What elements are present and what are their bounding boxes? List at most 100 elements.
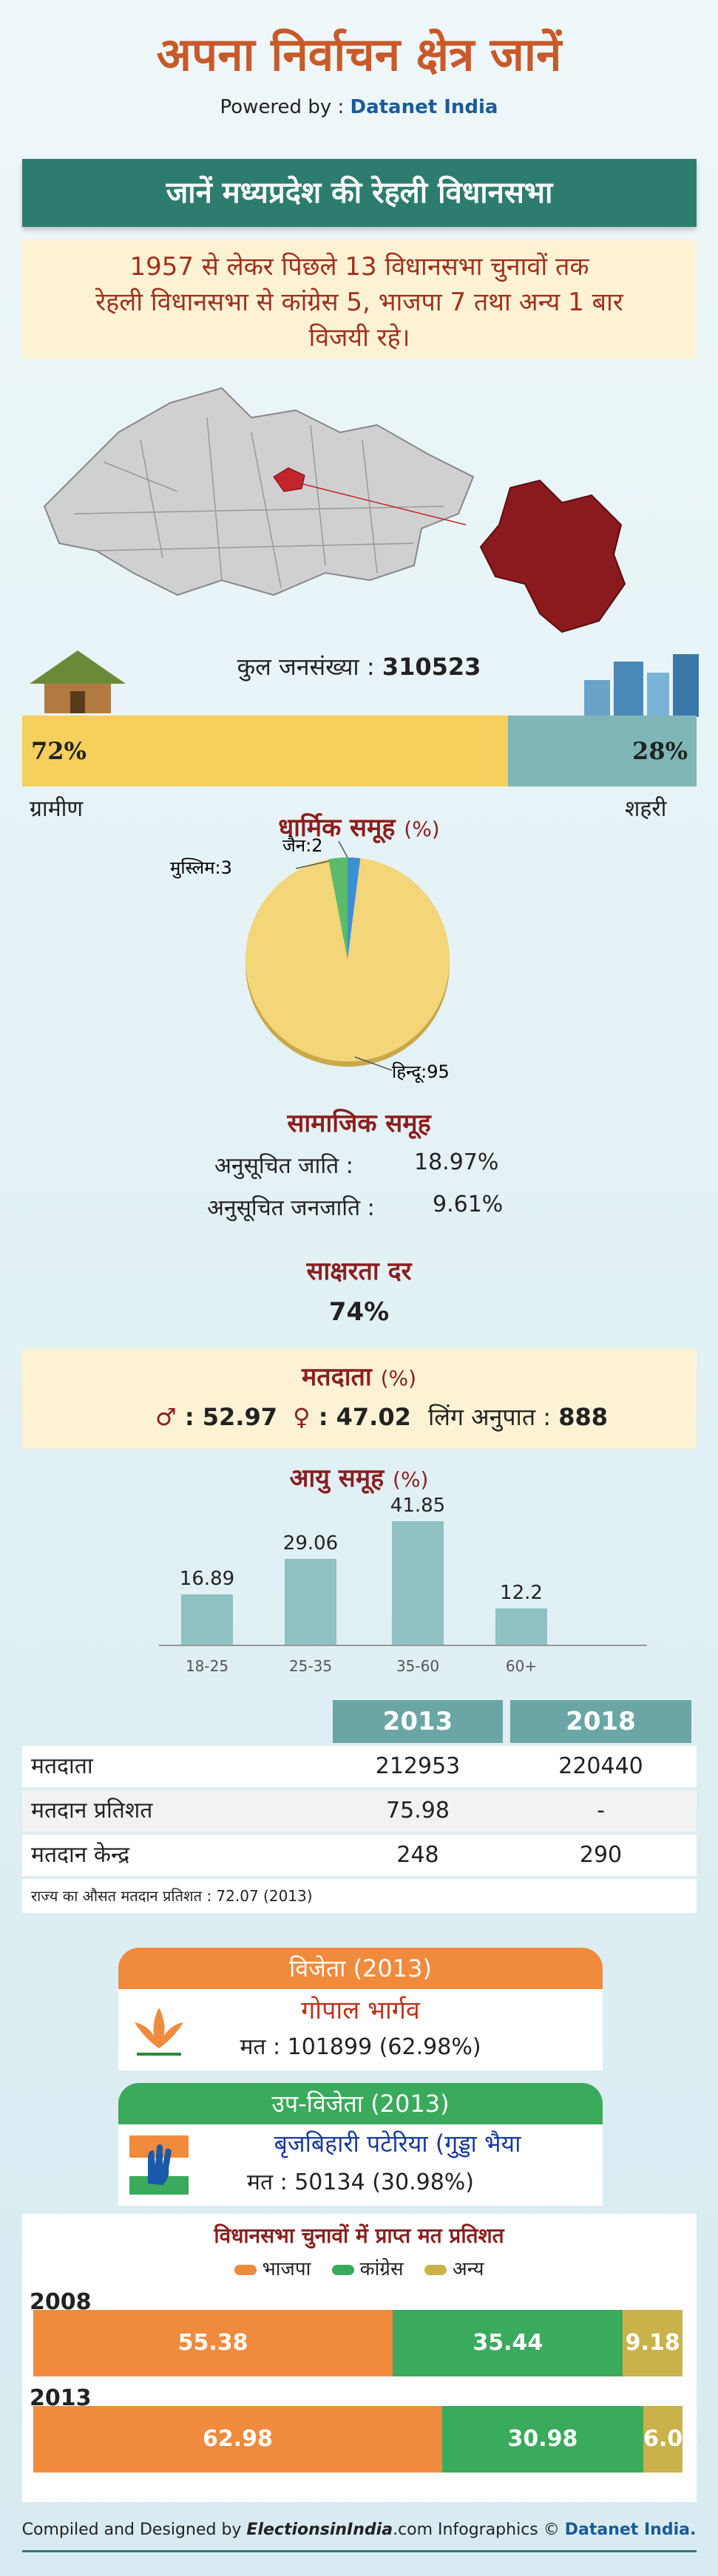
age-tick-18-25: 18-25 — [185, 1657, 229, 1675]
pie-label-hindu: हिन्दू:95 — [392, 1061, 450, 1084]
sex-ratio-value: 888 — [558, 1403, 609, 1431]
table-row: मतदान प्रतिशत 75.98 - — [22, 1790, 697, 1832]
age-tick-25-35: 25-35 — [288, 1657, 333, 1675]
segment-bjp-2013: 62.98 — [33, 2406, 442, 2473]
pie-label-jain: जैन:2 — [282, 835, 322, 856]
legend-swatch-bjp — [234, 2264, 257, 2275]
segment-inc-2013: 30.98 — [441, 2406, 643, 2473]
age-bar-35-60 — [392, 1520, 444, 1645]
urban-pct: 28% — [632, 737, 688, 765]
runner-year: (2013) — [370, 2090, 450, 2118]
runner-votes: मत : 50134 (30.98%) — [247, 2169, 474, 2195]
sex-ratio-label: लिंग अनुपात : — [428, 1403, 559, 1431]
religion-unit: (%) — [404, 817, 440, 841]
table-cell: 75.98 — [386, 1798, 450, 1824]
legend-swatch-inc — [331, 2264, 354, 2275]
footer-brand: Datanet India. — [564, 2521, 697, 2539]
powered-prefix: Powered by : — [220, 96, 350, 118]
age-bar-18-25 — [181, 1594, 233, 1645]
segment-bjp-2008: 55.38 — [33, 2310, 393, 2376]
rehli-map — [479, 479, 626, 633]
footer-site: ElectionsinIndia — [246, 2521, 393, 2539]
powered-by: Powered by : Datanet India — [0, 96, 718, 118]
st-value: 9.61% — [433, 1192, 504, 1217]
age-axis — [159, 1645, 647, 1646]
table-cell: 212953 — [375, 1753, 461, 1779]
population-line: कुल जनसंख्या : 310523 — [0, 650, 718, 682]
summary-line-1: 1957 से लेकर पिछले 13 विधानसभा चुनावों त… — [129, 252, 589, 282]
table-row: मतदान केन्द्र 248 290 — [22, 1835, 697, 1876]
table-row-label: मतदाता — [31, 1753, 93, 1779]
age-title-text: आयु समूह — [289, 1464, 385, 1493]
age-unit: (%) — [393, 1467, 429, 1492]
runner-header: उप-विजेता (2013) — [118, 2083, 603, 2124]
voters-row: ♂ : 52.97 ♀ : 47.02 लिंग अनुपात : 888 — [155, 1401, 608, 1433]
page-title: अपना निर्वाचन क्षेत्र जानें — [156, 27, 562, 81]
footer-dotcom: .com — [393, 2521, 433, 2539]
rural-bar: 72% — [22, 716, 508, 786]
winner-votes: मत : 101899 (62.98%) — [240, 2034, 481, 2060]
religion-pie-chart: जैन:2 मुस्लिम:3 हिन्दू:95 — [170, 835, 450, 1084]
table-row: मतदाता 212953 220440 — [22, 1746, 697, 1787]
male-pct: : 52.97 — [184, 1403, 277, 1431]
pie-label-muslim: मुस्लिम:3 — [170, 857, 232, 879]
age-title: आयु समूह (%) — [0, 1460, 718, 1494]
pie-slice-muslim — [328, 857, 348, 959]
rural-pct: 72% — [31, 737, 87, 765]
literacy-value: 74% — [328, 1297, 390, 1327]
bjp-lotus-icon — [135, 2008, 183, 2056]
table-cell: 290 — [579, 1842, 623, 1868]
table-header-2018: 2018 — [510, 1700, 691, 1743]
voters-title: मतदाता (%) — [0, 1359, 718, 1393]
age-value-60plus: 12.2 — [500, 1582, 543, 1605]
powered-brand: Datanet India — [350, 96, 498, 118]
female-icon: ♀ — [293, 1403, 311, 1431]
segment-other-2008: 9.18 — [623, 2310, 683, 2376]
footer-rule — [22, 2550, 697, 2552]
result-bar-2008: 55.38 35.44 9.18 — [33, 2310, 683, 2376]
legend-swatch-other — [424, 2264, 447, 2275]
table-header-2013: 2013 — [333, 1700, 503, 1743]
constituency-banner: जानें मध्यप्रदेश की रेहली विधानसभा — [22, 159, 697, 227]
table-cell: 248 — [396, 1842, 439, 1868]
social-title: सामाजिक समूह — [287, 1109, 431, 1138]
summary-box: 1957 से लेकर पिछले 13 विधानसभा चुनावों त… — [22, 240, 697, 358]
voting-table: 2013 2018 मतदाता 212953 220440 मतदान प्र… — [22, 1700, 697, 1922]
urban-bar: 28% — [507, 716, 697, 786]
table-cell: - — [597, 1798, 605, 1824]
winner-name: गोपाल भार्गव — [301, 1996, 420, 2025]
footer-compiled: Compiled and Designed by — [21, 2521, 247, 2539]
summary-line-3: विजयी रहे। — [308, 323, 410, 353]
st-label: अनुसूचित जनजाति : — [207, 1195, 375, 1221]
population-value: 310523 — [382, 653, 481, 681]
table-footnote: राज्य का औसत मतदान प्रतिशत : 72.07 (2013… — [22, 1879, 697, 1913]
literacy-title: साक्षरता दर — [306, 1257, 412, 1286]
mp-state-map — [43, 387, 475, 597]
footer: Compiled and Designed by ElectionsinIndi… — [0, 2521, 718, 2539]
voters-box — [22, 1349, 697, 1449]
population-label: कुल जनसंख्या : — [237, 653, 382, 681]
legend-bjp: भाजपा — [262, 2258, 311, 2280]
age-tick-35-60: 35-60 — [396, 1657, 440, 1675]
legend-other: अन्य — [452, 2258, 484, 2280]
age-value-25-35: 29.06 — [282, 1532, 339, 1554]
voters-unit: (%) — [380, 1366, 417, 1390]
summary-line-2: रेहली विधानसभा से कांग्रेस 5, भाजपा 7 तथ… — [95, 288, 623, 317]
table-row-label: मतदान केन्द्र — [31, 1842, 130, 1868]
age-bar-25-35 — [285, 1558, 336, 1645]
table-cell: 220440 — [558, 1753, 643, 1779]
runner-head-text: उप-विजेता — [271, 2090, 364, 2118]
results-title: विधानसभा चुनावों में प्राप्त मत प्रतिशत — [214, 2223, 504, 2248]
winner-head-text: विजेता — [289, 1954, 346, 1982]
rural-hut-icon — [30, 650, 126, 713]
runner-card: बृजबिहारी पटेरिया (गुड्डा भैया मत : 5013… — [118, 2124, 603, 2206]
female-pct: : 47.02 — [318, 1403, 411, 1431]
religion-title-text: धार्मिक समूह — [278, 813, 396, 843]
age-value-35-60: 41.85 — [390, 1494, 446, 1517]
age-tick-60plus: 60+ — [505, 1657, 538, 1675]
result-bar-2013: 62.98 30.98 6.04 — [33, 2406, 698, 2473]
segment-inc-2008: 35.44 — [393, 2310, 623, 2376]
age-bar-60plus — [495, 1608, 547, 1645]
winner-header: विजेता (2013) — [118, 1948, 603, 1989]
